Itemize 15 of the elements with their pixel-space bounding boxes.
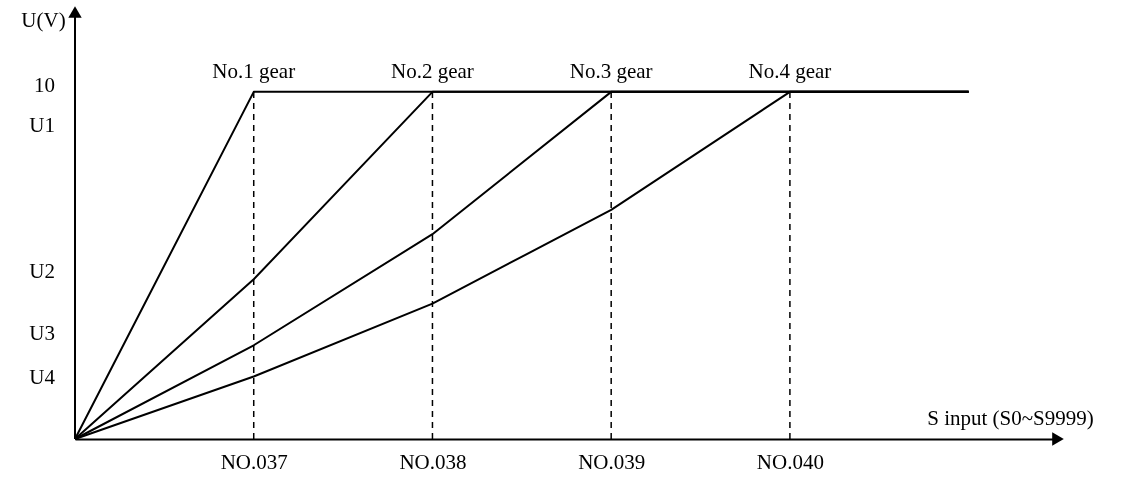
x-tick-label: NO.038 bbox=[399, 449, 467, 474]
x-tick-label: NO.039 bbox=[578, 449, 646, 474]
text: U3 bbox=[29, 321, 55, 345]
series-label: No.4 gear bbox=[748, 58, 832, 83]
series-label: No.3 gear bbox=[569, 58, 653, 83]
text: U4 bbox=[29, 365, 56, 389]
text: U1 bbox=[29, 113, 55, 137]
x-tick-label: NO.040 bbox=[756, 449, 824, 474]
text: U2 bbox=[29, 259, 55, 283]
text: 10 bbox=[34, 73, 55, 97]
y-axis-title: U(V) bbox=[21, 7, 66, 32]
series-label: No.2 gear bbox=[391, 58, 474, 83]
x-tick-label: NO.037 bbox=[220, 449, 288, 474]
series-label: No.1 gear bbox=[212, 58, 296, 83]
x-axis-title: S input (S0~S9999) bbox=[927, 405, 1094, 430]
